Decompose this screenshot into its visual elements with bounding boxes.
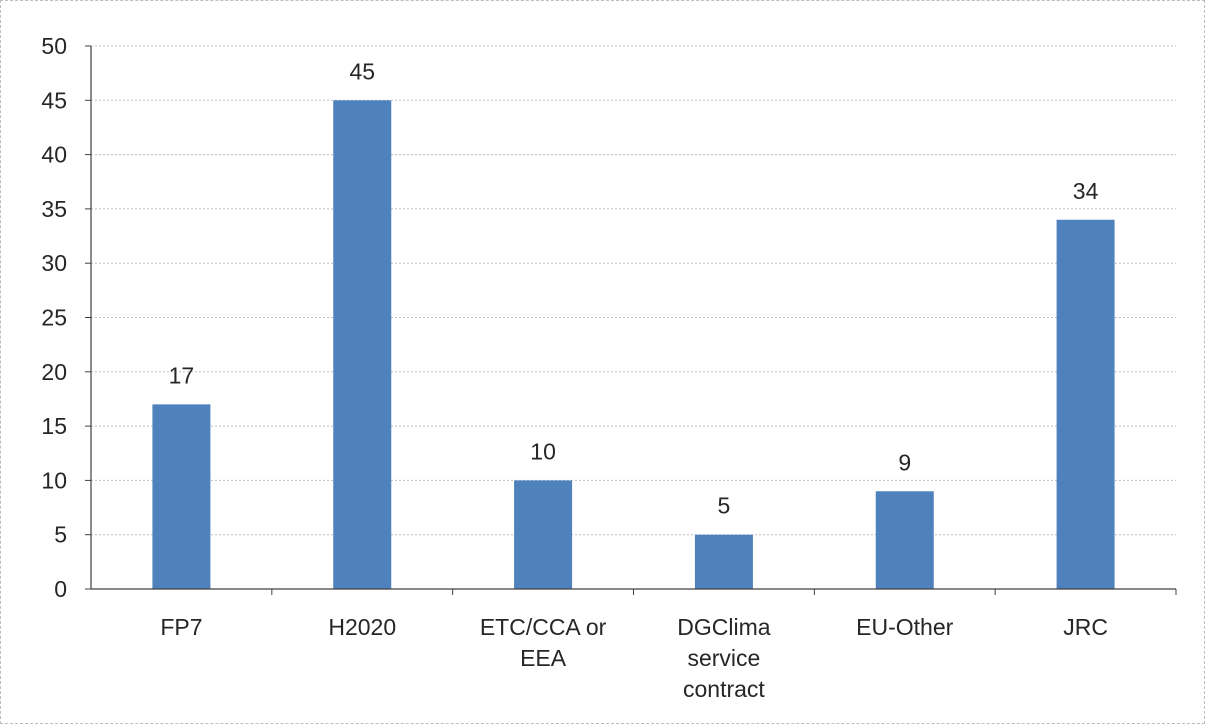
x-tick-label: DGClima service contract: [677, 614, 770, 702]
x-tick-label: EU-Other: [856, 614, 953, 640]
x-tick-label-line: FP7: [160, 614, 202, 640]
data-label: 9: [898, 449, 911, 475]
data-label: 17: [169, 362, 195, 388]
bar: [1056, 219, 1115, 589]
axes: [90, 46, 1176, 590]
data-label: 34: [1073, 178, 1099, 204]
x-tick-label-line: H2020: [328, 614, 396, 640]
x-tick-label-line: JRC: [1063, 614, 1108, 640]
data-labels: 17 45 10 5 9 34: [169, 58, 1099, 518]
bar: [514, 480, 573, 589]
y-tick-label: 10: [41, 467, 67, 493]
y-tick-label: 45: [41, 87, 67, 113]
y-tick-label: 50: [41, 33, 67, 59]
y-tick-label: 20: [41, 359, 67, 385]
y-tick-label: 30: [41, 250, 67, 276]
data-label: 10: [530, 438, 556, 464]
bars: [152, 100, 1115, 590]
x-tick-label-line: DGClima: [677, 614, 770, 640]
bar: [875, 491, 934, 589]
y-tick-label: 15: [41, 413, 67, 439]
y-tick-label: 25: [41, 305, 67, 331]
x-tick-label-line: ETC/CCA or: [480, 614, 607, 640]
bar: [152, 404, 211, 589]
data-label: 5: [718, 493, 731, 519]
x-tick-label-line: service: [687, 645, 760, 671]
x-tick-label: FP7: [160, 614, 202, 640]
bar: [694, 534, 753, 589]
y-tick-label: 0: [54, 576, 67, 602]
y-tick-label: 5: [54, 522, 67, 548]
x-tick-label-line: contract: [683, 676, 765, 702]
y-tick-label: 40: [41, 142, 67, 168]
x-axis-ticks: FP7 H2020 ETC/CCA or EEA DGClima service contr…: [160, 589, 1177, 702]
x-tick-label: H2020: [328, 614, 396, 640]
bar: [333, 100, 392, 590]
y-tick-label: 35: [41, 196, 67, 222]
data-label: 45: [349, 58, 375, 84]
x-tick-label-line: EEA: [520, 645, 567, 671]
y-axis-ticks: 0 5 10 15 20 25 30 35 40 45 50: [41, 33, 91, 602]
x-tick-label: ETC/CCA or EEA: [480, 614, 607, 671]
x-tick-label-line: EU-Other: [856, 614, 953, 640]
x-tick-label: JRC: [1063, 614, 1108, 640]
gridlines: [91, 45, 1176, 536]
